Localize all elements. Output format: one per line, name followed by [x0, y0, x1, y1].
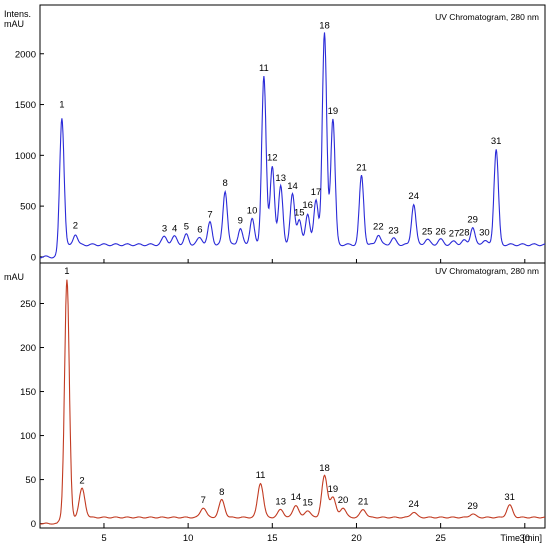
bottom-y-ticks: 0 50 100 150 200 250 — [20, 299, 44, 530]
bottom-peak-label: 11 — [256, 470, 266, 481]
bottom-peak-label: 13 — [275, 497, 286, 508]
top-peak-label: 15 — [294, 207, 305, 218]
bottom-peak-label: 7 — [201, 495, 206, 506]
x-axis-label: Time [min] — [500, 533, 542, 543]
x-tick-label: 5 — [101, 533, 106, 544]
x-tick-label: 20 — [351, 533, 362, 544]
bottom-y-tick-label: 100 — [20, 431, 36, 442]
x-tick-label: 15 — [267, 533, 278, 544]
top-peak-label: 31 — [491, 136, 502, 147]
bottom-peak-label: 24 — [408, 499, 419, 510]
bottom-peak-label: 18 — [319, 463, 330, 474]
top-peak-label: 24 — [408, 191, 419, 202]
top-y-axis-label-line2: mAU — [4, 19, 24, 29]
top-y-tick-label: 500 — [20, 202, 36, 213]
top-chromatogram-panel: UV Chromatogram, 280 nm Intens. mAU 0 500… — [4, 4, 546, 264]
top-peak-label: 5 — [184, 222, 189, 233]
bottom-peak-label: 15 — [302, 497, 313, 508]
top-series-line — [40, 32, 546, 259]
top-peak-label: 9 — [238, 215, 243, 226]
top-peak-label: 4 — [172, 224, 177, 235]
x-axis-ticks: 5 10 15 20 25 30 — [101, 259, 530, 544]
top-peak-label: 13 — [275, 173, 286, 184]
bottom-y-tick-label: 250 — [20, 299, 36, 310]
bottom-peak-label: 14 — [291, 492, 302, 503]
top-peak-label: 27 — [449, 229, 460, 240]
bottom-peak-label: 21 — [358, 497, 369, 508]
top-peak-label: 28 — [459, 228, 470, 239]
top-peak-label: 6 — [197, 225, 202, 236]
bottom-chromatogram-panel: UV Chromatogram, 280 nm mAU 050100150200… — [4, 262, 546, 530]
bottom-y-axis-label: mAU — [4, 272, 24, 282]
bottom-peak-label: 1 — [64, 266, 69, 277]
top-y-tick-label: 1000 — [15, 151, 36, 162]
top-peak-label: 18 — [319, 20, 330, 31]
bottom-peak-label: 2 — [79, 475, 84, 486]
top-y-tick-label: 2000 — [15, 49, 36, 60]
bottom-panel-title: UV Chromatogram, 280 nm — [435, 266, 539, 276]
top-peak-label: 12 — [267, 152, 278, 163]
top-peak-label: 11 — [259, 63, 269, 74]
bottom-peak-label: 19 — [328, 484, 339, 495]
bottom-y-tick-label: 0 — [31, 519, 36, 530]
top-peak-label: 26 — [435, 227, 446, 238]
bottom-y-tick-label: 150 — [20, 387, 36, 398]
top-peak-label: 16 — [302, 200, 313, 211]
top-peak-label: 3 — [162, 224, 167, 235]
bottom-plot-frame — [39, 262, 546, 529]
top-y-tick-label: 1500 — [15, 100, 36, 111]
top-peak-label: 22 — [373, 222, 384, 233]
top-y-tick-label: 0 — [31, 252, 36, 263]
top-peak-label: 25 — [422, 227, 433, 238]
top-peak-label: 14 — [287, 181, 298, 192]
top-peak-label: 29 — [467, 214, 478, 225]
bottom-peak-label: 29 — [467, 501, 478, 512]
bottom-peak-label: 31 — [504, 492, 515, 503]
bottom-peak-label: 20 — [338, 495, 349, 506]
top-y-axis-label-line1: Intens. — [4, 9, 31, 19]
top-peak-label: 10 — [247, 205, 258, 216]
bottom-peak-label: 8 — [219, 487, 224, 498]
top-peak-label: 19 — [328, 106, 339, 117]
top-peak-label: 1 — [59, 100, 64, 111]
top-y-ticks: 0 500 1000 1500 2000 — [15, 49, 44, 263]
top-peak-label: 23 — [388, 226, 399, 237]
top-peak-label: 2 — [73, 221, 78, 232]
bottom-y-tick-label: 50 — [25, 475, 36, 486]
bottom-series-line — [40, 279, 546, 525]
top-peak-label: 17 — [311, 187, 322, 198]
bottom-y-tick-label: 200 — [20, 343, 36, 354]
top-peak-label: 30 — [479, 228, 490, 239]
top-peak-label: 21 — [356, 163, 367, 174]
top-peak-label: 8 — [223, 178, 228, 189]
top-peak-label: 7 — [207, 209, 212, 220]
x-tick-label: 30 — [520, 533, 531, 544]
top-panel-title: UV Chromatogram, 280 nm — [435, 12, 539, 22]
x-tick-label: 10 — [183, 533, 194, 544]
x-tick-label: 25 — [435, 533, 446, 544]
